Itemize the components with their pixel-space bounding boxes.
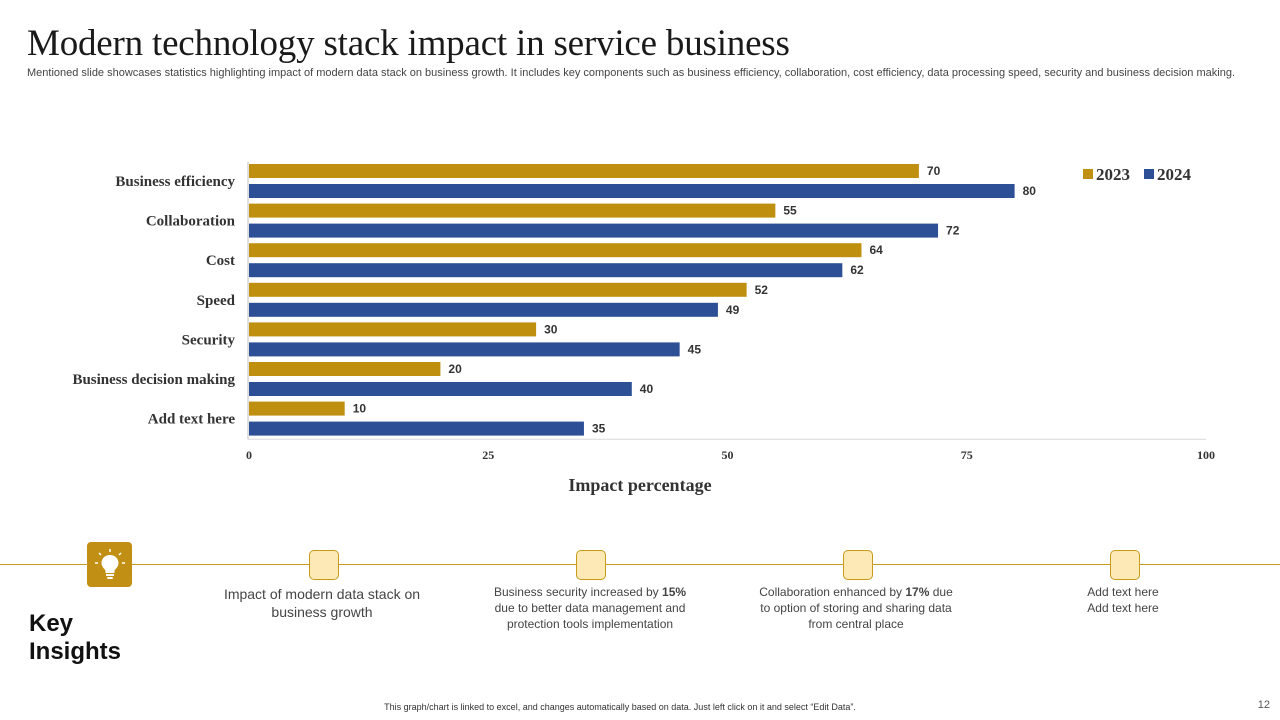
- bar-2024-0: [249, 184, 1015, 198]
- insight-2-text-post: due to better data management and protec…: [494, 601, 686, 631]
- insight-3-text-pre: Collaboration enhanced by: [759, 585, 906, 599]
- bar-2024-1: [249, 223, 939, 238]
- insight-2-text-pre: Business security increased by: [493, 585, 663, 599]
- page-subtitle: Mentioned slide showcases statistics hig…: [27, 67, 1235, 79]
- x-tick-label-4: 100: [1197, 448, 1215, 462]
- bar-2023-1: [249, 203, 776, 218]
- category-label-1: Collaboration: [146, 214, 236, 230]
- category-label-6: Add text here: [148, 412, 236, 428]
- bar-2024-6: [249, 421, 584, 436]
- legend-label-2024: 2024: [1157, 165, 1192, 184]
- bar-2024-5: [249, 382, 632, 396]
- timeline-marker-2: [576, 550, 606, 580]
- data-label-2024-4: 45: [688, 342, 702, 356]
- data-label-2024-0: 80: [1023, 184, 1037, 198]
- bar-2023-4: [249, 322, 537, 337]
- bar-2023-5: [249, 362, 441, 376]
- category-label-0: Business efficiency: [115, 174, 235, 190]
- category-label-2: Cost: [206, 253, 235, 269]
- data-label-2024-3: 49: [726, 303, 740, 317]
- lightbulb-badge: [87, 542, 132, 587]
- data-label-2023-5: 20: [448, 362, 462, 376]
- lightbulb-icon: [95, 549, 125, 579]
- insight-text-1: Impact of modern data stack on business …: [223, 586, 421, 620]
- timeline-marker-4: [1110, 550, 1140, 580]
- legend-label-2023: 2023: [1096, 165, 1130, 184]
- legend-swatch-2024: [1144, 169, 1154, 179]
- data-label-2024-2: 62: [850, 263, 864, 277]
- timeline-marker-3: [843, 550, 873, 580]
- bar-2024-4: [249, 342, 680, 357]
- footer-note: This graph/chart is linked to excel, and…: [384, 702, 856, 712]
- insight-2-highlight: 15%: [662, 585, 687, 599]
- insight-4-line2: Add text here: [1087, 601, 1159, 615]
- x-tick-label-3: 75: [961, 448, 973, 462]
- data-label-2024-5: 40: [640, 382, 654, 396]
- bar-2023-6: [249, 401, 345, 416]
- data-label-2023-1: 55: [783, 204, 797, 218]
- data-label-2023-4: 30: [544, 322, 558, 336]
- insight-4-line1: Add text here: [1087, 585, 1159, 599]
- category-label-3: Speed: [197, 293, 236, 309]
- key-insights-heading-line2: Insights: [29, 638, 122, 665]
- data-label-2024-6: 35: [592, 422, 606, 436]
- category-label-5: Business decision making: [72, 372, 235, 388]
- data-label-2023-0: 70: [927, 164, 941, 178]
- key-insights-heading-line1: Key: [29, 610, 74, 637]
- bar-2023-2: [249, 243, 862, 258]
- insight-text-2: Business security increased by 15% due t…: [490, 584, 690, 632]
- insight-3-highlight: 17%: [905, 585, 930, 599]
- bar-2024-3: [249, 302, 718, 317]
- bar-2023-0: [249, 164, 919, 178]
- key-insights-heading: Key Insights: [29, 610, 121, 666]
- insight-3-text-post: due to option of storing and sharing dat…: [760, 585, 953, 631]
- insight-text-3: Collaboration enhanced by 17% due to opt…: [756, 584, 956, 632]
- timeline-marker-1: [309, 550, 339, 580]
- bar-chart: 70 80 Business efficiency 55 72 Collaboration…: [72, 162, 1215, 495]
- data-label-2023-2: 64: [869, 243, 883, 257]
- category-label-4: Security: [182, 332, 236, 348]
- page-title: Modern technology stack impact in servic…: [27, 23, 790, 64]
- legend-swatch-2023: [1083, 169, 1093, 179]
- x-tick-label-2: 50: [722, 448, 734, 462]
- data-label-2023-3: 52: [755, 283, 769, 297]
- x-tick-label-1: 25: [482, 448, 494, 462]
- page-number: 12: [1257, 699, 1270, 711]
- data-label-2023-6: 10: [353, 402, 367, 416]
- bar-2024-2: [249, 263, 843, 278]
- insight-text-4: Add text here Add text here: [1048, 584, 1198, 616]
- data-label-2024-1: 72: [946, 224, 960, 238]
- bar-2023-3: [249, 282, 747, 297]
- timeline-line: [0, 564, 1280, 565]
- x-tick-label-0: 0: [246, 448, 252, 462]
- x-axis-title: Impact percentage: [568, 475, 711, 495]
